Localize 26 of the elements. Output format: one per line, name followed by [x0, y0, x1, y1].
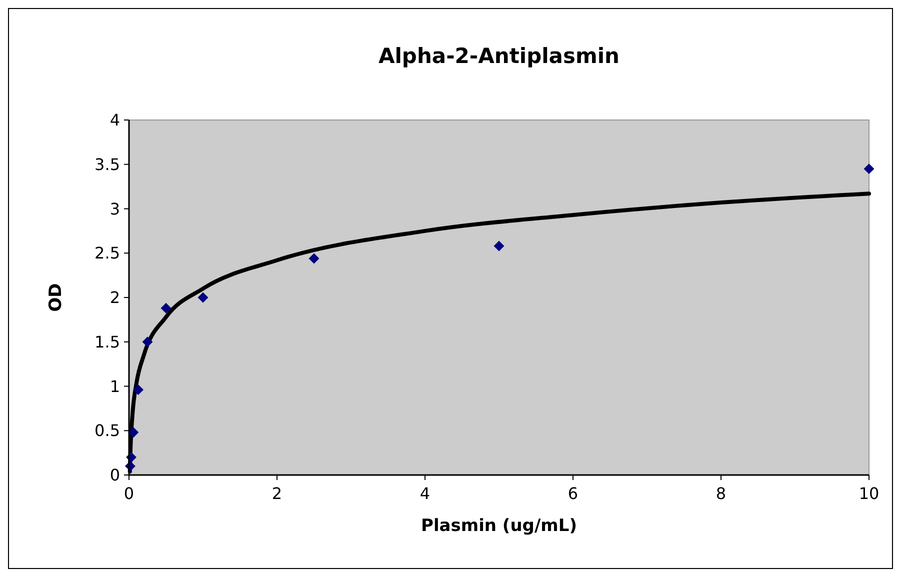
- x-tick-label: 0: [124, 484, 134, 503]
- y-axis-title: OD: [46, 283, 66, 312]
- point: [133, 384, 144, 396]
- y-tick-label: 2.5: [94, 244, 120, 263]
- x-tick-label: 8: [716, 484, 726, 503]
- point: [494, 240, 504, 252]
- x-tick-label: 2: [272, 484, 282, 503]
- y-tick-label: 3: [110, 199, 120, 218]
- y-tick-label: 2: [110, 288, 120, 308]
- point: [198, 292, 208, 303]
- x-tick-label: 6: [568, 484, 578, 503]
- y-tick-label: 4: [110, 110, 120, 130]
- y-tick-label: 0.5: [94, 421, 120, 440]
- point: [142, 336, 153, 348]
- x-axis-title: Plasmin (ug/mL): [420, 516, 578, 536]
- y-tick-label: 1: [110, 376, 120, 396]
- x-tick-label: 4: [420, 484, 430, 503]
- point: [160, 302, 172, 314]
- point: [128, 427, 139, 438]
- chart-title: Alpha-2-Antiplasmin: [378, 44, 620, 68]
- y-tick-label: 1.5: [94, 332, 120, 352]
- point: [308, 253, 320, 264]
- point: [864, 164, 874, 174]
- y-tick-label: 0: [110, 466, 120, 485]
- y-tick-label: 3.5: [94, 154, 120, 174]
- x-tick-label: 10: [858, 484, 880, 503]
